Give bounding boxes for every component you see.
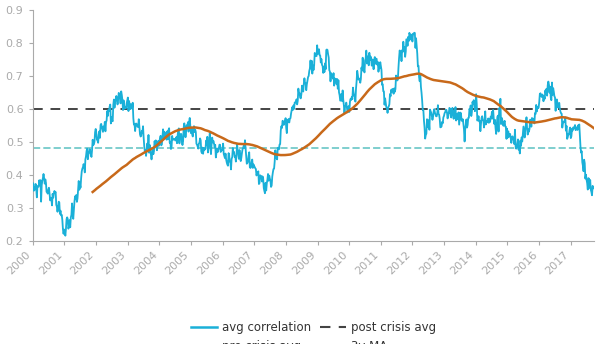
Legend: avg correlation, pre crisis avg, post crisis avg, 3y MA: avg correlation, pre crisis avg, post cr… — [186, 316, 441, 344]
